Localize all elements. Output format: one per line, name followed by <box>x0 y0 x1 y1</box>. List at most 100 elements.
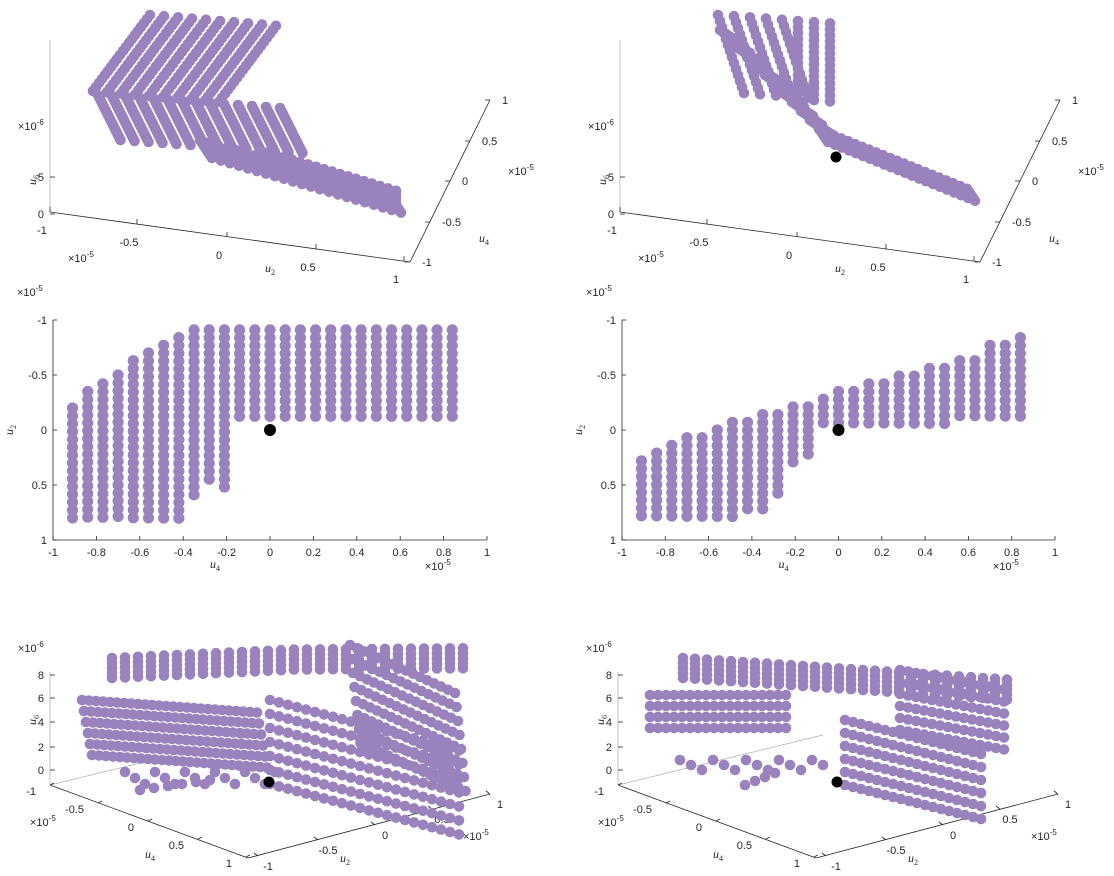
data-point <box>355 402 367 415</box>
data-point <box>757 487 769 499</box>
data-point <box>741 463 754 476</box>
data-point <box>908 409 920 421</box>
data-point <box>336 769 348 781</box>
data-point <box>173 473 185 485</box>
x-tick-mark <box>881 836 887 841</box>
exponent-base: ×10 <box>425 561 444 573</box>
data-point <box>249 340 261 352</box>
data-point <box>173 347 185 359</box>
data-point <box>340 379 352 391</box>
data-point <box>1014 339 1026 352</box>
x-tick-label: -0.8 <box>656 547 675 559</box>
data-point <box>431 340 443 352</box>
data-point <box>938 386 951 398</box>
data-point <box>726 495 739 507</box>
data-point <box>974 715 986 727</box>
data-point <box>942 697 954 709</box>
data-point <box>635 510 648 522</box>
data-point <box>444 812 456 824</box>
data-point <box>416 379 428 391</box>
data-point <box>681 439 693 452</box>
data-point <box>737 676 749 688</box>
data-point <box>764 689 776 701</box>
data-point <box>242 163 254 174</box>
data-point <box>660 722 672 734</box>
data-point <box>903 782 915 794</box>
data-point <box>158 386 170 399</box>
y-exponent-label: ×10-5 <box>17 284 43 299</box>
data-point <box>975 787 987 799</box>
data-point <box>871 722 883 734</box>
data-point <box>954 378 966 390</box>
data-point <box>757 463 769 476</box>
x-tick-label: -0.5 <box>319 845 338 857</box>
data-point <box>112 479 124 491</box>
data-point <box>772 440 784 452</box>
data-point <box>359 196 371 208</box>
data-point <box>927 762 939 774</box>
data-point <box>294 394 306 407</box>
data-point <box>370 379 382 391</box>
data-point <box>935 764 947 776</box>
data-point <box>127 355 139 367</box>
exponent-base: ×10 <box>586 643 605 655</box>
y-tick-label: 0.5 <box>32 480 47 492</box>
data-point <box>651 471 663 483</box>
data-point <box>797 680 809 692</box>
data-point <box>173 434 185 446</box>
data-point <box>341 191 353 203</box>
data-point <box>327 739 339 751</box>
data-point <box>951 794 963 806</box>
data-point <box>999 410 1011 422</box>
data-point <box>188 410 200 422</box>
data-point <box>401 371 413 383</box>
data-point <box>795 764 807 776</box>
data-point <box>203 418 215 430</box>
data-point <box>340 371 352 383</box>
data-point <box>97 378 109 390</box>
data-point <box>910 715 922 727</box>
x-tick-label: 0.2 <box>874 547 889 559</box>
data-point <box>435 810 447 821</box>
data-point <box>878 386 890 398</box>
data-point <box>726 440 739 452</box>
data-point <box>82 472 94 484</box>
data-point <box>666 486 678 499</box>
data-point <box>401 324 413 336</box>
data-point <box>444 798 456 810</box>
data-point <box>112 455 124 467</box>
data-point <box>269 170 281 182</box>
data-point <box>355 394 367 407</box>
data-point <box>696 432 708 444</box>
data-point <box>863 785 875 797</box>
data-point <box>224 157 236 169</box>
x-exponent-label: ×10-5 <box>993 558 1019 573</box>
data-point <box>666 502 678 514</box>
data-point <box>990 706 1002 718</box>
data-point <box>218 363 231 375</box>
y-tick-label: -1 <box>422 257 432 269</box>
data-point <box>327 664 339 675</box>
y-axis-label: u4 <box>1049 231 1059 247</box>
data-point <box>158 496 170 508</box>
data-point <box>158 418 170 430</box>
data-point <box>218 426 231 438</box>
data-point <box>975 800 987 812</box>
data-point <box>340 410 352 422</box>
data-point <box>82 393 94 405</box>
data-point <box>203 332 215 344</box>
data-point <box>173 457 185 469</box>
data-point <box>847 729 859 741</box>
data-point <box>188 481 200 493</box>
data-point <box>188 434 200 446</box>
data-point <box>355 363 367 375</box>
y-tick-mark <box>715 818 721 822</box>
data-point <box>651 478 663 491</box>
z-exponent-label: ×10-6 <box>18 118 44 133</box>
data-point <box>893 409 905 421</box>
x-tick-label: 0.5 <box>1002 814 1017 826</box>
data-point <box>158 426 170 438</box>
data-point <box>741 503 754 515</box>
data-point <box>401 410 413 422</box>
data-point <box>325 402 337 415</box>
